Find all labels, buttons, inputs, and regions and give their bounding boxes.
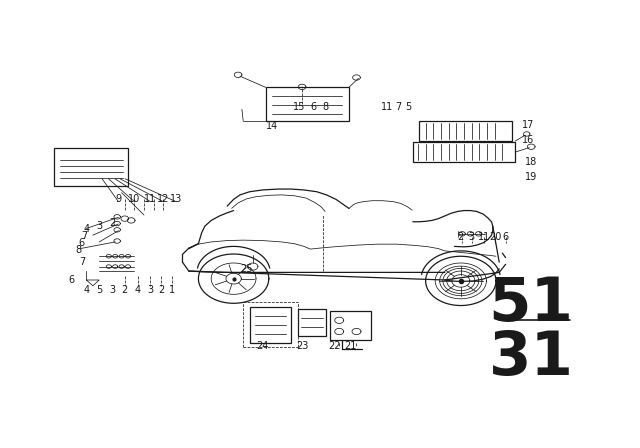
Text: 12: 12 bbox=[157, 194, 170, 204]
Text: 2: 2 bbox=[458, 233, 464, 242]
Text: 16: 16 bbox=[522, 135, 534, 145]
Text: 5: 5 bbox=[405, 102, 412, 112]
Text: 21: 21 bbox=[344, 341, 357, 351]
Bar bbox=[54, 148, 128, 186]
Text: 20: 20 bbox=[489, 233, 502, 242]
Text: 2: 2 bbox=[122, 285, 128, 295]
Text: 24: 24 bbox=[256, 341, 269, 351]
Text: 8: 8 bbox=[76, 245, 82, 255]
Text: 4: 4 bbox=[134, 285, 141, 295]
Bar bbox=[330, 311, 371, 340]
Text: 2: 2 bbox=[109, 218, 115, 228]
Text: 1: 1 bbox=[168, 285, 175, 295]
Text: 3: 3 bbox=[96, 221, 102, 231]
Text: 51: 51 bbox=[489, 275, 573, 334]
Text: 6: 6 bbox=[502, 233, 509, 242]
Text: 4: 4 bbox=[83, 285, 90, 295]
Bar bbox=[250, 307, 291, 343]
Bar bbox=[413, 142, 515, 162]
Text: 23: 23 bbox=[296, 341, 309, 351]
Text: 10: 10 bbox=[128, 194, 141, 204]
Text: 15: 15 bbox=[293, 102, 306, 112]
Text: 19: 19 bbox=[525, 172, 538, 182]
Text: 11: 11 bbox=[381, 102, 394, 112]
Text: 6: 6 bbox=[68, 275, 75, 285]
Text: 14: 14 bbox=[266, 121, 278, 131]
Bar bbox=[298, 309, 326, 336]
Text: 9: 9 bbox=[115, 194, 122, 204]
Bar bbox=[266, 87, 349, 121]
Text: 6: 6 bbox=[310, 102, 317, 112]
Text: 22: 22 bbox=[328, 341, 341, 351]
Text: 8: 8 bbox=[322, 102, 328, 112]
Text: 11: 11 bbox=[144, 194, 157, 204]
Text: 7: 7 bbox=[395, 102, 401, 112]
Text: 13: 13 bbox=[170, 194, 182, 204]
Text: 11: 11 bbox=[477, 233, 490, 242]
Text: 3: 3 bbox=[109, 285, 115, 295]
Text: 25: 25 bbox=[240, 264, 253, 274]
Text: 17: 17 bbox=[522, 120, 534, 129]
Text: 31: 31 bbox=[489, 329, 573, 388]
Text: 3: 3 bbox=[468, 233, 475, 242]
Text: 5: 5 bbox=[96, 285, 102, 295]
Text: 2: 2 bbox=[158, 285, 164, 295]
Text: 6: 6 bbox=[79, 238, 85, 248]
Text: 7: 7 bbox=[81, 231, 88, 241]
Text: 3: 3 bbox=[147, 285, 154, 295]
Text: 7: 7 bbox=[79, 257, 85, 267]
Text: 4: 4 bbox=[83, 224, 90, 234]
Bar bbox=[419, 121, 512, 141]
Text: 18: 18 bbox=[525, 157, 538, 167]
